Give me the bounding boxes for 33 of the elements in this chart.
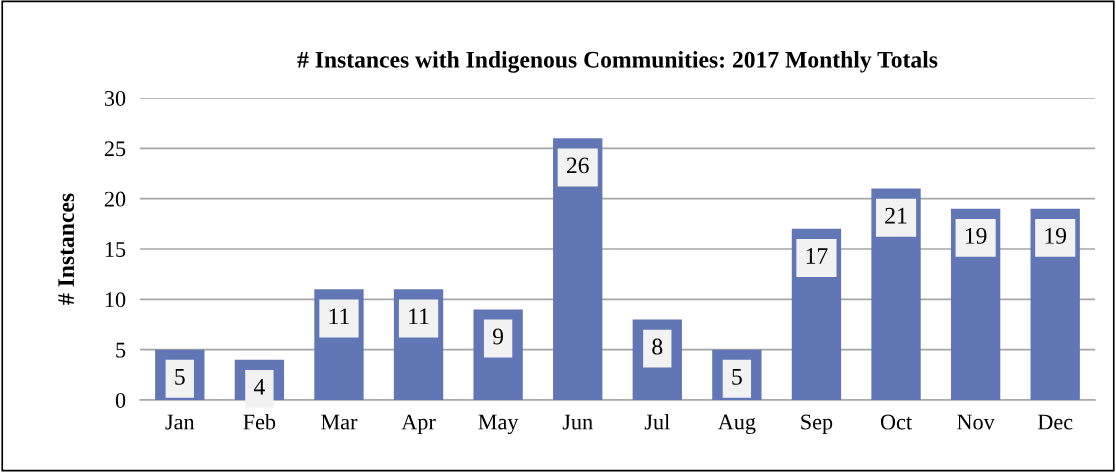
y-tick-label: 15 [105, 242, 126, 257]
data-label: 19 [1045, 227, 1067, 244]
data-label: 5 [175, 369, 185, 385]
y-tick-label: 0 [115, 392, 126, 408]
x-tick-label: Sep [801, 414, 833, 435]
x-tick-label: Jan [165, 414, 195, 430]
data-label: 11 [329, 308, 349, 325]
y-tick-label: 30 [104, 90, 126, 106]
x-tick-label: Oct [880, 414, 912, 430]
x-tick-label: Jun [562, 414, 593, 430]
data-label: 26 [566, 157, 589, 174]
x-tick-label: Nov [957, 414, 995, 430]
data-label: 11 [409, 308, 429, 325]
y-tick-label: 25 [104, 141, 126, 157]
y-tick-label: 10 [105, 292, 126, 308]
y-tick-label: 20 [104, 191, 126, 207]
x-tick-label: Aug [717, 414, 756, 435]
data-label: 17 [806, 248, 828, 264]
x-tick-label: Feb [243, 413, 276, 430]
x-tick-label: Dec [1037, 414, 1073, 430]
data-label: 4 [253, 379, 265, 395]
data-label: 19 [965, 227, 987, 244]
x-tick-label: Jul [644, 413, 670, 430]
data-label: 9 [492, 328, 504, 345]
x-tick-label: Apr [401, 414, 436, 435]
x-tick-label: May [478, 414, 519, 435]
x-tick-label: Mar [321, 414, 358, 430]
data-label: 21 [885, 207, 907, 224]
data-label: 5 [732, 369, 742, 385]
y-tick-label: 5 [116, 342, 126, 358]
data-label: 8 [652, 338, 663, 355]
chart-title: # Instances with Indigenous Communities: 2017 Monthly Totals [297, 51, 938, 73]
y-axis-title: # Instances [58, 193, 75, 305]
